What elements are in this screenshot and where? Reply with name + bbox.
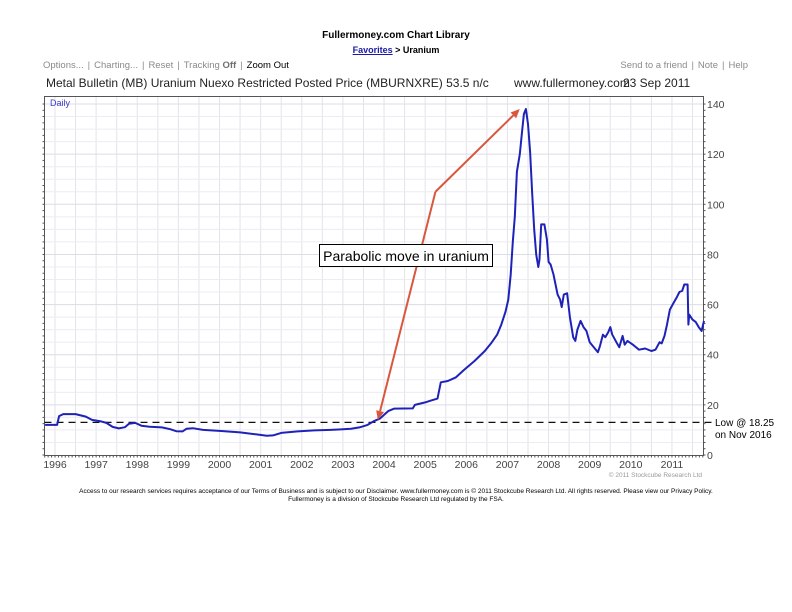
arrow-head <box>510 109 520 119</box>
zoom-out-link[interactable]: Zoom Out <box>246 60 289 71</box>
chart-date: 23 Sep 2011 <box>623 76 691 90</box>
chart-toolbar: Options... | Charting... | Reset | Tracking Of… <box>43 60 289 71</box>
y-tick-label: 60 <box>707 300 719 312</box>
x-tick-label: 2009 <box>578 459 602 471</box>
y-tick-label: 100 <box>707 199 725 211</box>
x-tick-label: 2005 <box>413 459 437 471</box>
axis-ticks <box>42 103 706 458</box>
link-separator: | <box>721 60 725 71</box>
copyright-label: © 2011 Stockcube Research Ltd <box>609 471 703 479</box>
footer-regulation: Fullermoney is a division of Stockcube R… <box>288 496 504 503</box>
link-separator: | <box>691 60 694 71</box>
y-tick-label: 40 <box>707 350 719 362</box>
x-tick-label: 2004 <box>372 459 396 471</box>
grid-lines <box>44 96 704 456</box>
annotation-box <box>319 244 493 267</box>
annotation-arrows <box>376 109 520 420</box>
x-tick-label: 2008 <box>537 459 561 471</box>
toolbar-separator: | <box>240 60 243 71</box>
series-line <box>45 108 705 437</box>
chart-title: Metal Bulletin (MB) Uranium Nuexo Restri… <box>46 76 489 90</box>
note-link[interactable]: Note <box>697 60 718 71</box>
tracking-toggle[interactable]: Tracking Off <box>184 60 236 71</box>
reference-label-line2: on Nov 2016 <box>715 430 772 441</box>
x-tick-label: 2003 <box>331 459 355 471</box>
x-tick-label: 2010 <box>619 459 643 471</box>
help-link[interactable]: Help <box>728 60 748 71</box>
x-tick-label: 2007 <box>496 459 520 471</box>
tracking-label: Tracking <box>183 60 220 71</box>
x-tick-label: 1996 <box>43 459 67 471</box>
reference-label-line1: Low @ 18.25 <box>715 418 775 429</box>
x-tick-label: 2002 <box>290 459 314 471</box>
y-tick-label: 80 <box>707 249 719 261</box>
x-tick-label: 2001 <box>249 459 273 471</box>
x-tick-label: 1998 <box>126 459 150 471</box>
plot-border <box>44 96 704 456</box>
send-to-friend-link[interactable]: Send to a friend <box>620 60 688 71</box>
options-link[interactable]: Options... <box>43 60 84 71</box>
breadcrumb-current: Uranium <box>402 45 440 55</box>
footer-disclaimer: Access to our research services requires… <box>79 488 713 495</box>
x-axis-labels: 1996 1997 1998 1999 2000 2001 2002 2003 2004 2005… <box>43 459 683 471</box>
arrow-head <box>376 410 384 420</box>
x-tick-label: 2006 <box>455 459 479 471</box>
y-tick-label: 140 <box>707 99 725 111</box>
y-axis-labels: 0 20 40 60 80 100 120 140 <box>707 99 725 462</box>
breadcrumb-separator: > <box>395 45 401 55</box>
toolbar-separator: | <box>141 60 145 71</box>
x-tick-label: 2000 <box>208 459 232 471</box>
y-tick-label: 120 <box>707 149 725 161</box>
x-tick-label: 2011 <box>661 459 684 471</box>
x-tick-label: 1997 <box>84 459 108 471</box>
reset-link[interactable]: Reset <box>148 60 174 71</box>
library-title: Fullermoney.com Chart Library <box>322 30 470 41</box>
chart-site: www.fullermoney.com <box>514 76 630 90</box>
y-tick-label: 20 <box>707 400 719 412</box>
x-tick-label: 1999 <box>167 459 191 471</box>
y-tick-label: 0 <box>707 450 713 462</box>
annotation-text: Parabolic move in uranium <box>323 248 489 264</box>
tracking-state: Off <box>222 60 237 71</box>
charting-link[interactable]: Charting... <box>94 60 138 71</box>
arrow-to-peak <box>434 114 515 193</box>
arrow-to-base <box>379 191 437 412</box>
breadcrumb: Favorites > Uranium <box>0 45 792 55</box>
share-links: Send to a friend | Note | Help <box>620 60 748 71</box>
frequency-label: Daily <box>50 98 71 108</box>
breadcrumb-favorites-link[interactable]: Favorites <box>352 45 393 55</box>
toolbar-separator: | <box>177 60 180 71</box>
toolbar-separator: | <box>87 60 91 71</box>
